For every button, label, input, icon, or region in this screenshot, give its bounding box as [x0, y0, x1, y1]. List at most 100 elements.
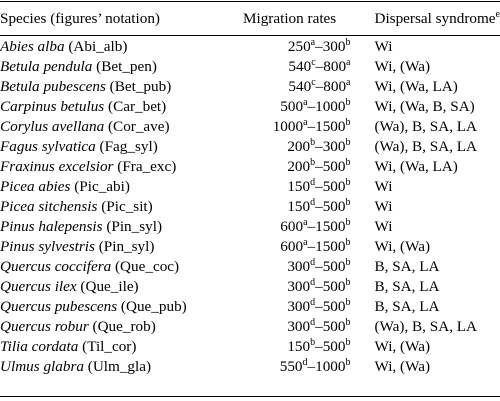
migration-rate-cell: 600a–1500b [217, 217, 363, 237]
species-notation-code: (Til_cor) [82, 338, 137, 355]
migration-rate-low-footnote: b [310, 337, 316, 348]
range-separator: – [315, 258, 323, 275]
table-row: Pinus sylvestris (Pin_syl) 600a–1500b Wi, … [0, 237, 500, 257]
migration-rate-cell: 500a–1000b [217, 97, 363, 117]
species-cell: Quercus robur (Que_rob) [0, 317, 217, 337]
table-row: Carpinus betulus (Car_bet) 500a–1000b Wi, … [0, 97, 500, 117]
migration-rate-high: 300 [322, 138, 346, 155]
migration-rate-low-footnote: d [310, 317, 316, 328]
species-notation-code: (Que_pub) [120, 298, 187, 315]
header-rule [0, 35, 500, 36]
species-cell: Fagus sylvatica (Fag_syl) [0, 137, 217, 157]
dispersal-syndrome-cell: Wi, (Wa, LA) [374, 158, 458, 175]
species-cell: Ulmus glabra (Ulm_gla) [0, 357, 217, 377]
species-migration-table: Species (figures’ notation) Migration ra… [0, 2, 500, 377]
dispersal-syndrome-cell: (Wa), B, SA, LA [374, 138, 478, 155]
range-separator: – [307, 118, 316, 135]
migration-rate-cell: 300d–500b [217, 297, 363, 317]
dispersal-syndrome-cell: (Wa), B, SA, LA [374, 318, 478, 335]
migration-rate-high-footnote: b [345, 217, 351, 228]
range-separator: – [307, 358, 316, 375]
migration-rate-low-footnote: a [303, 117, 308, 128]
table-row: Betula pubescens (Bet_pub) 540c–800a Wi, (… [0, 77, 500, 97]
species-cell: Tilia cordata (Til_cor) [0, 337, 217, 357]
migration-rate-high-footnote: b [345, 257, 351, 268]
migration-rate-low: 300 [287, 258, 311, 275]
migration-rate-high-footnote: b [345, 37, 351, 48]
range-separator: – [315, 58, 324, 75]
migration-rate-cell: 600a–1500b [217, 237, 363, 257]
range-separator: – [315, 158, 323, 175]
range-separator: – [315, 278, 323, 295]
species-notation-code: (Pin_syl) [98, 238, 155, 255]
migration-rate-high-footnote: b [345, 337, 351, 348]
species-cell: Quercus ilex (Que_ile) [0, 277, 217, 297]
species-cell: Fraxinus excelsior (Fra_exc) [0, 157, 217, 177]
dispersal-syndrome-cell: (Wa), B, SA, LA [374, 118, 478, 135]
migration-rate-low-footnote: c [311, 77, 316, 88]
migration-rate-low: 550 [279, 358, 303, 375]
migration-rate-cell: 150d–500b [217, 177, 363, 197]
species-notation-code: (Pic_abi) [74, 178, 130, 195]
range-separator: – [315, 38, 323, 55]
header-species: Species (figures’ notation) [0, 9, 160, 27]
migration-rate-low-footnote: a [303, 97, 308, 108]
migration-rate-low: 1000 [272, 118, 304, 135]
migration-rate-low: 150 [287, 178, 311, 195]
migration-rate-cell: 150b–500b [217, 337, 363, 357]
top-rule [0, 1, 500, 2]
table-row: Quercus coccifera (Que_coc) 300d–500b B, S… [0, 257, 500, 277]
migration-rate-low: 600 [280, 218, 304, 235]
migration-rate-cell: 540c–800a [217, 57, 363, 77]
migration-rate-cell: 150d–500b [217, 197, 363, 217]
range-separator: – [307, 218, 316, 235]
migration-rate-high-footnote: b [345, 177, 351, 188]
species-cell: Corylus avellana (Cor_ave) [0, 117, 217, 137]
species-scientific-name: Pinus sylvestris [0, 238, 95, 255]
migration-rate-low-footnote: b [310, 137, 316, 148]
dispersal-syndrome-cell: Wi [374, 218, 393, 235]
species-notation-code: (Que_ile) [80, 278, 139, 295]
table-row: Quercus pubescens (Que_pub) 300d–500b B, S… [0, 297, 500, 317]
species-scientific-name: Picea sitchensis [0, 198, 98, 215]
species-cell: Picea sitchensis (Pic_sit) [0, 197, 217, 217]
header-row: Species (figures’ notation) Migration ra… [0, 2, 500, 35]
species-scientific-name: Tilia cordata [0, 338, 79, 355]
migration-rate-high-footnote: a [346, 77, 351, 88]
species-scientific-name: Betula pubescens [0, 78, 106, 95]
species-scientific-name: Quercus pubescens [0, 298, 118, 315]
species-cell: Betula pubescens (Bet_pub) [0, 77, 217, 97]
migration-rate-high: 800 [323, 78, 347, 95]
migration-rate-cell: 300d–500b [217, 277, 363, 297]
species-cell: Carpinus betulus (Car_bet) [0, 97, 217, 117]
migration-rate-high-footnote: b [345, 357, 351, 368]
species-notation-code: (Cor_ave) [108, 118, 170, 135]
range-separator: – [315, 318, 323, 335]
dispersal-syndrome-cell: Wi [374, 198, 393, 215]
range-separator: – [315, 138, 323, 155]
species-scientific-name: Corylus avellana [0, 118, 105, 135]
table-row: Betula pendula (Bet_pen) 540c–800a Wi, (Wa… [0, 57, 500, 77]
species-notation-code: (Que_coc) [115, 258, 180, 275]
migration-rate-cell: 540c–800a [217, 77, 363, 97]
migration-rate-low-footnote: c [311, 57, 316, 68]
migration-rate-high-footnote: b [345, 157, 351, 168]
dispersal-syndrome-cell: B, SA, LA [374, 278, 440, 295]
migration-rate-high: 500 [322, 198, 346, 215]
species-notation-code: (Bet_pen) [96, 58, 157, 75]
migration-rate-low-footnote: d [302, 357, 308, 368]
migration-rate-cell: 300d–500b [217, 257, 363, 277]
range-separator: – [315, 198, 323, 215]
migration-rate-cell: 250a–300b [217, 35, 363, 57]
migration-rate-high: 500 [322, 298, 346, 315]
species-notation-code: (Abi_alb) [68, 38, 128, 55]
migration-rate-low: 250 [287, 38, 311, 55]
migration-rate-low: 500 [280, 98, 304, 115]
species-scientific-name: Pinus halepensis [0, 218, 103, 235]
migration-rate-low: 600 [280, 238, 304, 255]
dispersal-syndrome-cell: Wi [374, 38, 393, 55]
migration-rate-high-footnote: b [345, 277, 351, 288]
migration-rate-low-footnote: d [310, 177, 316, 188]
table-row: Tilia cordata (Til_cor) 150b–500b Wi, (Wa) [0, 337, 500, 357]
table-row: Picea sitchensis (Pic_sit) 150d–500b Wi [0, 197, 500, 217]
